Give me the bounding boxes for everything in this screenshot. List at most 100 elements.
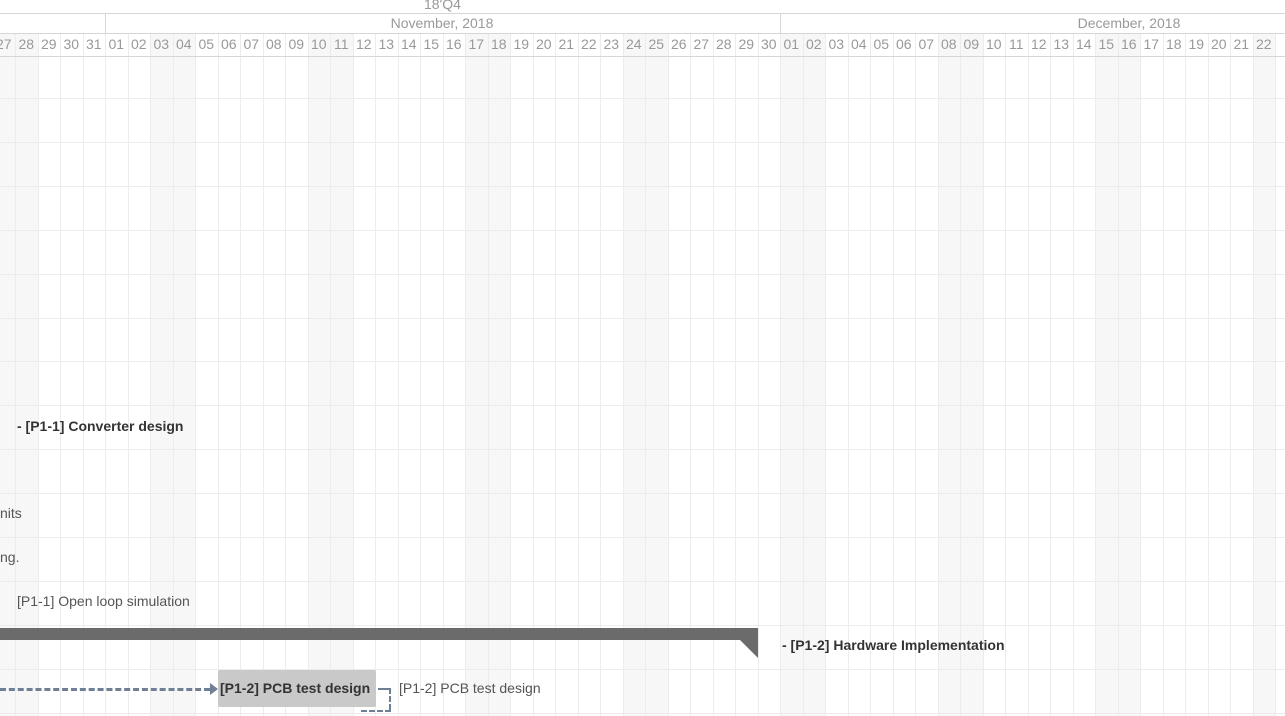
grid-column-line	[105, 33, 106, 716]
day-label: 21	[558, 36, 575, 52]
weekend-column	[1095, 33, 1118, 716]
weekend-column	[465, 33, 488, 716]
grid-column-line	[825, 33, 826, 716]
header-divider-bottom	[0, 56, 1285, 57]
day-label: 31	[85, 36, 102, 52]
grid-column-line	[712, 33, 714, 716]
day-label: 03	[153, 36, 170, 52]
day-label: 18	[490, 36, 507, 52]
weekend-column	[172, 33, 195, 716]
grid-row-line	[0, 625, 1285, 626]
grid-column-line	[1252, 33, 1254, 716]
day-label: 13	[378, 36, 395, 52]
grid-column-line	[127, 33, 129, 716]
grid-column-line	[510, 33, 511, 716]
weekend-column	[1252, 33, 1275, 716]
task-label-pcb-test-design[interactable]: [P1-2] PCB test design	[399, 680, 541, 696]
weekend-column	[960, 33, 983, 716]
day-label: 04	[175, 36, 192, 52]
summary-task-converter-design[interactable]: - [P1-1] Converter design	[17, 418, 184, 434]
grid-column-line	[532, 33, 534, 716]
day-label: 12	[355, 36, 372, 52]
day-label: 01	[783, 36, 800, 52]
grid-row-line	[0, 581, 1285, 582]
month-label-december: December, 2018	[1077, 15, 1181, 31]
day-label: 06	[220, 36, 237, 52]
dependency-link[interactable]	[378, 688, 390, 690]
task-label-partial[interactable]: ng.	[0, 549, 20, 565]
day-label: 07	[918, 36, 935, 52]
weekend-column	[802, 33, 825, 716]
day-label: 08	[940, 36, 957, 52]
grid-row-line	[0, 405, 1285, 406]
grid-column-line	[195, 33, 196, 716]
day-label: 08	[265, 36, 282, 52]
grid-column-line	[555, 33, 556, 716]
grid-column-line	[465, 33, 466, 716]
grid-column-line	[870, 33, 871, 716]
dependency-arrow-icon	[210, 683, 218, 695]
grid-column-line	[487, 33, 489, 716]
task-label-limits[interactable]: nits	[0, 505, 22, 521]
dependency-link[interactable]	[0, 688, 210, 691]
grid-column-line	[285, 33, 286, 716]
grid-column-line	[600, 33, 601, 716]
day-label: 16	[445, 36, 462, 52]
day-label: 20	[1210, 36, 1227, 52]
day-label: 01	[108, 36, 125, 52]
day-label: 05	[873, 36, 890, 52]
grid-column-line	[1185, 33, 1186, 716]
summary-task-hardware-implementation[interactable]: - [P1-2] Hardware Implementation	[782, 637, 1005, 653]
day-label: 10	[310, 36, 327, 52]
day-label: 05	[198, 36, 215, 52]
day-label: 10	[985, 36, 1002, 52]
day-label: 17	[468, 36, 485, 52]
grid-row-line	[0, 230, 1285, 231]
day-label: 15	[423, 36, 440, 52]
grid-row-line	[0, 98, 1285, 99]
summary-bar-hardware-implementation[interactable]	[0, 628, 758, 640]
grid-row-line	[0, 713, 1285, 714]
day-label: 09	[963, 36, 980, 52]
day-label: 20	[535, 36, 552, 52]
grid-column-line	[307, 33, 309, 716]
grid-row-line	[0, 274, 1285, 275]
quarter-label: 18'Q4	[424, 0, 461, 12]
grid-column-line	[60, 33, 61, 716]
dependency-link[interactable]	[389, 688, 391, 710]
grid-column-line	[1140, 33, 1141, 716]
day-label: 24	[625, 36, 642, 52]
grid-column-line	[667, 33, 669, 716]
grid-column-line	[780, 33, 781, 716]
day-label: 15	[1098, 36, 1115, 52]
day-label: 11	[333, 36, 349, 52]
month-separator	[105, 13, 106, 34]
grid-column-line	[172, 33, 174, 716]
weekend-column	[15, 33, 38, 716]
grid-column-line	[892, 33, 894, 716]
weekend-column	[487, 33, 510, 716]
grid-column-line	[1050, 33, 1051, 716]
weekend-column	[307, 33, 330, 716]
grid-column-line	[690, 33, 691, 716]
day-label: 30	[760, 36, 777, 52]
grid-column-line	[622, 33, 624, 716]
month-label-november: November, 2018	[390, 15, 494, 31]
grid-column-line	[1095, 33, 1096, 716]
grid-column-line	[262, 33, 264, 716]
weekend-column	[622, 33, 645, 716]
dependency-link[interactable]	[361, 710, 391, 712]
day-label: 21	[1233, 36, 1250, 52]
weekend-column	[780, 33, 803, 716]
grid-column-line	[1207, 33, 1209, 716]
grid-column-line	[1117, 33, 1119, 716]
grid-row-line	[0, 449, 1285, 450]
day-label: 26	[670, 36, 687, 52]
header-divider-top	[0, 13, 1285, 14]
grid-column-line	[960, 33, 961, 716]
task-label-open-loop-simulation[interactable]: [P1-1] Open loop simulation	[17, 593, 190, 609]
grid-row-line	[0, 493, 1285, 494]
weekend-column	[330, 33, 353, 716]
weekend-column	[0, 33, 15, 716]
task-bar-pcb-test-design[interactable]: [P1-2] PCB test design	[218, 670, 376, 707]
